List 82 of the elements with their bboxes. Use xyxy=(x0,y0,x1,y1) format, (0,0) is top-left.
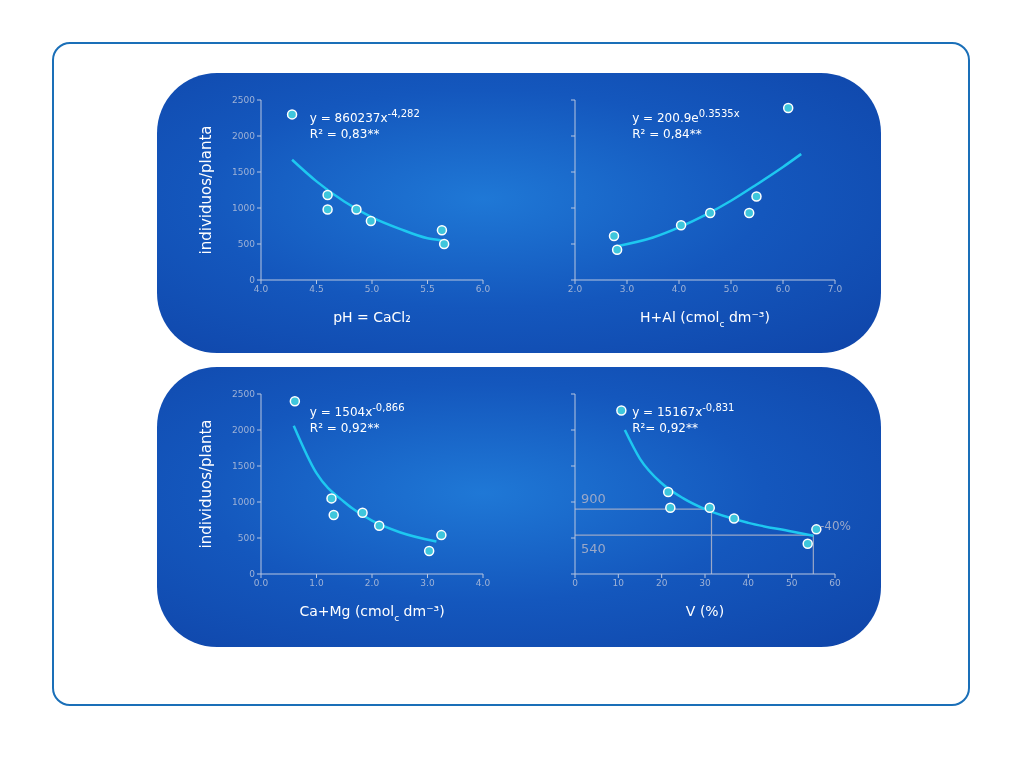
y-tick-label: 500 xyxy=(237,533,256,544)
point xyxy=(811,524,822,535)
x-tick-label: 7.0 xyxy=(827,284,843,295)
point xyxy=(357,507,368,519)
x-tick-label: 5.0 xyxy=(364,284,380,295)
point xyxy=(328,509,339,521)
point xyxy=(704,207,716,219)
point xyxy=(611,244,623,256)
y-tick-label: 2000 xyxy=(232,131,256,142)
point xyxy=(608,230,620,242)
point xyxy=(322,204,333,215)
point xyxy=(802,538,813,550)
point xyxy=(326,493,337,504)
point xyxy=(365,215,377,227)
y-tick-label: 0 xyxy=(249,569,256,580)
point xyxy=(751,191,762,202)
point xyxy=(286,109,298,120)
annotation: R² = 0,83** xyxy=(309,127,380,141)
x-tick-label: 4.0 xyxy=(475,578,491,589)
x-axis-title: V (%) xyxy=(685,603,725,619)
y-tick-label: 2500 xyxy=(232,389,256,400)
x-tick-label: 50 xyxy=(785,578,798,589)
point xyxy=(704,502,716,514)
x-axis-title: pH = CaCl₂ xyxy=(333,309,411,325)
annotation: R²= 0,92** xyxy=(632,421,698,435)
y-tick-label: 1000 xyxy=(232,497,256,508)
y-tick-label: 0 xyxy=(249,275,256,286)
y-tick-label: 500 xyxy=(237,239,256,250)
annotation: y = 15167x$^{-0,831}$ xyxy=(632,402,735,419)
x-tick-label: 10 xyxy=(612,578,625,589)
point xyxy=(728,513,740,524)
point xyxy=(662,486,674,498)
y-tick-label: 2000 xyxy=(232,425,256,436)
point xyxy=(665,502,676,514)
x-tick-label: 5.0 xyxy=(723,284,739,295)
x-tick-label: 4.5 xyxy=(309,284,324,295)
x-axis-title: Ca+Mg (cmol$_{c}$ dm⁻³) xyxy=(299,603,445,623)
ref-line-label: 540 xyxy=(581,541,606,557)
x-tick-label: 6.0 xyxy=(475,284,491,295)
ref-line-label: 900 xyxy=(581,491,606,507)
point xyxy=(616,405,627,416)
panel: pH = CaCl₂ individuos/planta 4.0 4.5 5.0 5.5 6.0 0 500 1000 1500 2000 2500 y = 860237x$^{-4,282}$ R² = 0,83** H+Al (cmol$_{c}$ dm⁻³) 2.0 3.0 4.0 5.0 6.0 7.0 y = 200.9e$^{0.3535x}$ R² = 0,84** xyxy=(157,73,881,353)
point xyxy=(289,395,301,407)
annotation: R² = 0,92** xyxy=(309,421,380,435)
y-tick-label: 1500 xyxy=(232,461,256,472)
x-tick-label: 60 xyxy=(829,578,841,589)
x-tick-label: 1.0 xyxy=(309,578,324,589)
x-tick-label: 0.0 xyxy=(253,578,269,589)
x-tick-label: 3.0 xyxy=(420,578,435,589)
point xyxy=(373,520,385,532)
x-tick-label: 30 xyxy=(699,578,711,589)
point xyxy=(322,189,333,201)
annotation: y = 200.9e$^{0.3535x}$ xyxy=(632,108,740,125)
annotation: y = 1504x$^{-0,866}$ xyxy=(309,402,405,419)
point xyxy=(675,220,687,231)
point xyxy=(351,204,362,215)
annotation: R² = 0,84** xyxy=(632,127,702,141)
panel: Ca+Mg (cmol$_{c}$ dm⁻³) individuos/planta 0.0 1.0 2.0 3.0 4.0 0 500 1000 1500 2000 2500 y = 1504x$^{-0,866}$ R² = 0,92** 900 540 V (%) 0 10 20 30 40 50 60 y = 15167x$^{-0,831}$ R²= 0,92** -40% xyxy=(157,367,881,647)
point xyxy=(423,545,435,557)
x-tick-label: 0 xyxy=(572,578,579,589)
point xyxy=(438,238,450,250)
x-tick-label: 2.0 xyxy=(567,284,583,295)
point xyxy=(436,225,448,236)
point xyxy=(782,102,794,114)
x-tick-label: 6.0 xyxy=(775,284,791,295)
y-tick-label: 1000 xyxy=(232,203,256,214)
x-axis-title: H+Al (cmol$_{c}$ dm⁻³) xyxy=(640,309,770,329)
y-tick-label: 1500 xyxy=(232,167,256,178)
annotation: -40% xyxy=(820,518,852,533)
y-axis-title: individuos/planta xyxy=(197,125,215,255)
point xyxy=(436,529,447,541)
y-axis-title: individuos/planta xyxy=(197,419,215,549)
y-tick-label: 2500 xyxy=(232,95,256,106)
x-tick-label: 2.0 xyxy=(364,578,380,589)
point xyxy=(743,207,755,219)
x-tick-label: 4.0 xyxy=(671,284,687,295)
x-tick-label: 5.5 xyxy=(420,284,435,295)
x-tick-label: 4.0 xyxy=(253,284,269,295)
x-tick-label: 3.0 xyxy=(619,284,635,295)
x-tick-label: 40 xyxy=(742,578,755,589)
x-tick-label: 20 xyxy=(655,578,668,589)
annotation: y = 860237x$^{-4,282}$ xyxy=(309,108,420,125)
